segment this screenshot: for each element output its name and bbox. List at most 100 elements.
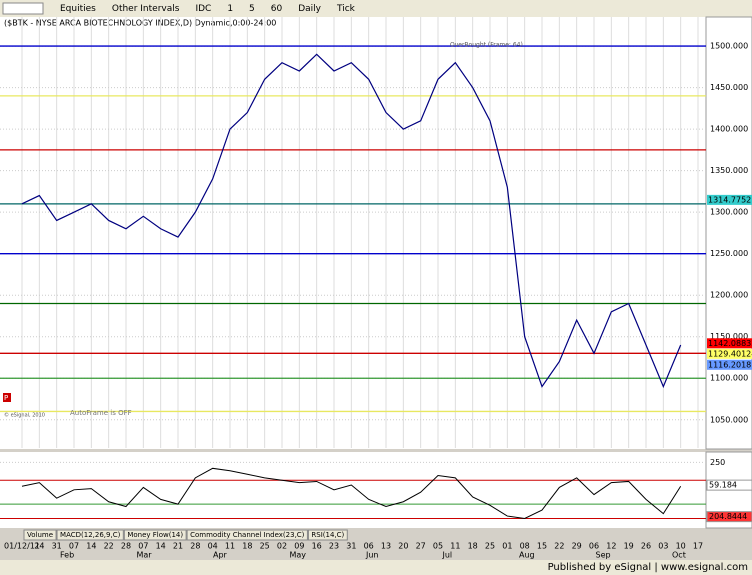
month-label: Feb — [60, 551, 74, 560]
x-tick-label: 02 — [277, 542, 287, 551]
toolbar-item[interactable]: 60 — [271, 4, 283, 14]
y-tick-label: 250 — [710, 458, 725, 467]
x-tick-label: 08 — [520, 542, 530, 551]
x-tick-label: 03 — [658, 542, 668, 551]
y-tick-label: 1400.000 — [710, 125, 748, 134]
month-label: May — [290, 551, 307, 560]
price-tag — [707, 348, 752, 359]
month-label: Jun — [365, 551, 379, 560]
x-tick-label: 22 — [104, 542, 114, 551]
x-tick-label: 21 — [173, 542, 183, 551]
tab[interactable] — [23, 529, 57, 541]
toolbar-item[interactable]: Tick — [336, 4, 356, 14]
price-axis — [705, 16, 752, 450]
y-tick-label: 1250.000 — [710, 249, 748, 258]
x-tick-label: 27 — [416, 542, 426, 551]
month-label: Oct — [672, 551, 686, 560]
x-tick-label: 07 — [69, 542, 79, 551]
x-tick-label: 14 — [86, 542, 96, 551]
x-tick-label: 31 — [52, 542, 62, 551]
y-tick-label: 1050.000 — [710, 415, 748, 424]
toolbar-item[interactable]: 5 — [249, 4, 255, 14]
p-marker — [3, 393, 11, 402]
tab-label[interactable]: Volume — [27, 531, 53, 539]
tab[interactable] — [56, 529, 124, 541]
x-tick-label: 29 — [572, 542, 582, 551]
toolbar-item[interactable]: IDC — [195, 4, 211, 14]
x-tick-label: 05 — [433, 542, 443, 551]
x-tick-label: 07 — [138, 542, 148, 551]
x-tick-label: 09 — [294, 542, 304, 551]
x-tick-label: 13 — [381, 542, 391, 551]
annotation: © eSignal, 2010 — [4, 412, 45, 419]
x-tick-label: 20 — [398, 542, 408, 551]
price-tag-label: 204.8444 — [709, 512, 747, 521]
tab-label[interactable]: Money Flow(14) — [127, 531, 183, 539]
toolbar-item[interactable]: Daily — [298, 4, 321, 14]
x-tick-label: 12 — [606, 542, 616, 551]
month-label: Jul — [442, 551, 453, 560]
x-tick-label: 28 — [121, 542, 131, 551]
tab[interactable] — [186, 529, 308, 541]
footer: Published by eSignal | www.esignal.com — [548, 562, 748, 573]
price-tag-label: 1314.7752 — [708, 195, 751, 204]
price-tag-label: 59.184 — [709, 481, 737, 490]
x-tick-label: 17 — [693, 542, 703, 551]
toolbar — [0, 0, 752, 17]
chart-title: ($BTK - NYSE ARCA BIOTECHNOLOGY INDEX,D)… — [4, 19, 276, 28]
x-tick-label: 22 — [554, 542, 564, 551]
toolbar-item[interactable]: Other Intervals — [112, 4, 180, 14]
x-tick-label: 10 — [676, 542, 686, 551]
price-tag-label: 1142.08832 — [708, 339, 752, 348]
annotation: P — [4, 394, 8, 402]
toolbar-item[interactable]: Equities — [60, 4, 96, 14]
x-tick-label: 06 — [364, 542, 374, 551]
indicator-panel — [0, 452, 706, 528]
symbol-box — [2, 2, 44, 15]
x-tick-label: 25 — [260, 542, 270, 551]
x-tick-label: 31 — [346, 542, 356, 551]
x-tick-label: 11 — [450, 542, 460, 551]
x-tick-label: 18 — [468, 542, 478, 551]
tab[interactable] — [123, 529, 187, 541]
x-tick-label: 23 — [329, 542, 339, 551]
month-label: Mar — [137, 551, 153, 560]
x-tick-label: 06 — [589, 542, 599, 551]
y-tick-label: 1150.000 — [710, 332, 748, 341]
x-tick-label: 11 — [225, 542, 235, 551]
x-tick-label: 28 — [190, 542, 200, 551]
x-tick-label: 16 — [312, 542, 322, 551]
x-tick-label: 04 — [208, 542, 218, 551]
tab-label[interactable]: RSI(14,C) — [311, 531, 344, 539]
y-tick-label: 1350.000 — [710, 166, 748, 175]
tab-label[interactable]: Commodity Channel Index(23,C) — [190, 531, 305, 539]
price-tag — [707, 194, 752, 205]
month-label: Apr — [213, 551, 228, 560]
annotation: AutoFrame is OFF — [70, 409, 132, 417]
x-tick-label: 01 — [502, 542, 512, 551]
price-tag — [707, 359, 752, 370]
footer-bar — [0, 560, 752, 575]
price-tag-label: 1116.2018 — [708, 360, 751, 369]
main-panel — [0, 17, 706, 449]
toolbar-item[interactable]: 1 — [227, 4, 233, 14]
x-tick-label: 18 — [242, 542, 252, 551]
tab-label[interactable]: MACD(12,26,9,C) — [60, 531, 121, 539]
month-label: Aug — [519, 551, 535, 560]
y-tick-label: 1500.000 — [710, 42, 748, 51]
price-tag — [706, 511, 752, 523]
y-tick-label: 1100.000 — [710, 374, 748, 383]
indicator-line — [21, 467, 682, 519]
price-line — [21, 53, 682, 389]
x-tick-label: 25 — [485, 542, 495, 551]
y-tick-label: 1300.000 — [710, 208, 748, 217]
price-tag-label: 1129.40124 — [708, 349, 752, 358]
price-tag — [707, 338, 752, 349]
tab[interactable] — [307, 529, 348, 541]
x-tick-label: 26 — [641, 542, 651, 551]
annotation: OverBought (Frame: 64) — [450, 42, 523, 49]
x-tick-label: 14 — [156, 542, 166, 551]
month-label: Sep — [596, 551, 611, 560]
x-tick-label: 24 — [34, 542, 44, 551]
